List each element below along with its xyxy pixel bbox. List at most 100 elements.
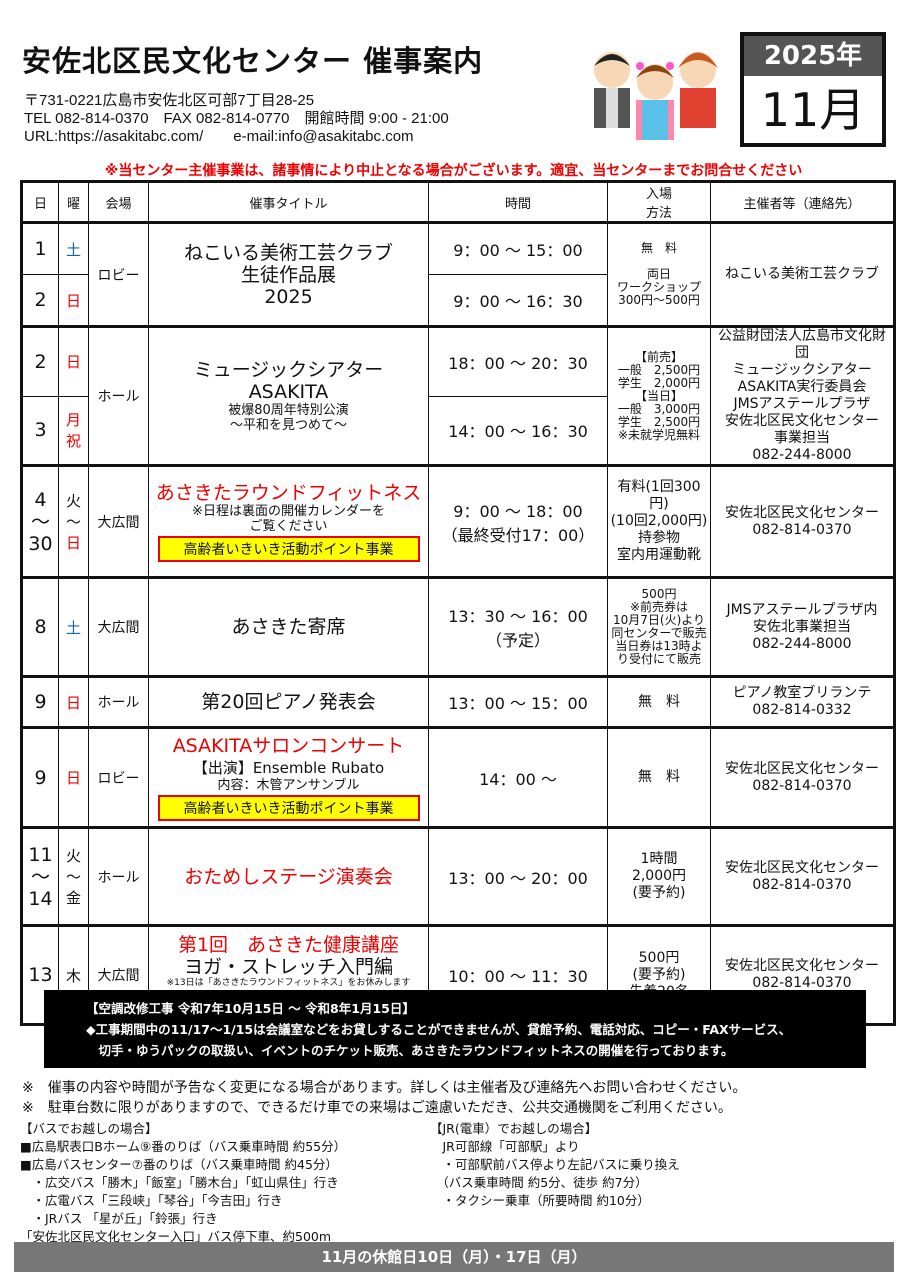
admission-line: ※未就学児無料 <box>617 427 701 442</box>
bus-line: ■広島駅表口Bホーム⑨番のりば（バス乗車時間 約55分） <box>20 1139 347 1154</box>
organizer-cell: 安佐北区民文化センター 082-814-0370 <box>710 826 895 926</box>
event-title-line: ASAKITAサロンコンサート <box>172 734 405 757</box>
event-title-line: ASAKITA <box>248 381 329 403</box>
bus-heading: 【バスでお越しの場合】 <box>20 1121 158 1136</box>
weekday: 土 <box>65 240 81 259</box>
organizer-line: 082-814-0370 <box>752 777 852 794</box>
day: ～ <box>30 510 50 533</box>
table-row: 2 日 9：00 ～ 16：30 <box>21 274 895 327</box>
day-cell: 1 <box>21 221 59 275</box>
column-header-venue: 会場 <box>88 181 149 224</box>
organizer-line: 082-814-0332 <box>752 702 852 718</box>
weekday-cell: 火 ～ 日 <box>58 464 89 578</box>
column-header-day: 日 <box>21 181 59 224</box>
jr-line: ・可部駅前バス停より左記バスに乗り換え <box>430 1157 680 1172</box>
admission-cell: 有料(1回300円) (10回2,000円) 持参物 室内用運動靴 <box>607 464 711 578</box>
admission-line: 無 料 <box>640 241 677 255</box>
event-title-cell: あさきたラウンドフィットネス ※日程は裏面の開催カレンダーを ご覧ください 高齢者いき… <box>148 464 429 578</box>
weekday: 祝 <box>65 432 81 451</box>
organizer-cell: 安佐北区民文化センター 082-814-0370 <box>710 464 895 578</box>
admission-line: ※前売券は <box>629 600 689 614</box>
table-row: 3 月祝 14：00 ～ 16：30 <box>21 395 895 466</box>
closed-days-banner: 11月の休館日10日（月）・17日（月） <box>14 1242 894 1272</box>
column-header-admission: 入場 方法 <box>607 181 711 224</box>
weekday-cell: 日 <box>58 325 89 397</box>
day: 1 <box>34 238 47 260</box>
event-title-line: ※13日は「あさきたラウンドフィットネス」をお休みします <box>166 977 411 988</box>
admission-cell: 1時間 2,000円 (要予約) <box>607 826 711 926</box>
event-title-line: ～平和を見つめて～ <box>229 418 347 433</box>
weekday: 火 <box>65 847 81 865</box>
time-cell: 9：00 ～ 18：00 （最終受付17：00） <box>428 464 608 578</box>
admission-line: (要予約) <box>632 966 686 983</box>
event-title-line: 内容：木管アンサンブル <box>217 777 360 793</box>
jr-line: JR可部線「可部駅」より <box>430 1139 580 1154</box>
time-cell: 18：00 ～ 20：30 <box>428 325 608 397</box>
time-cell: 9：00 ～ 16：30 <box>428 274 608 327</box>
weekday: ～ <box>65 513 81 531</box>
day: 2 <box>34 289 47 311</box>
organizer-line: 082-814-0370 <box>752 521 852 538</box>
admission-line: 室内用運動靴 <box>617 547 701 563</box>
weekday: 日 <box>65 693 81 712</box>
column-header-title: 催事タイトル <box>148 181 429 224</box>
organizer-line: 事業担当 <box>774 430 830 446</box>
time-cell: 14：00 ～ 16：30 <box>428 395 608 466</box>
organizer-line: 安佐北事業担当 <box>753 618 851 635</box>
venue-cell: 大広間 <box>88 576 149 677</box>
admission-line: 両日 <box>646 267 671 281</box>
event-title-cell: あさきた寄席 <box>148 576 429 677</box>
column-header-organizer: 主催者等（連絡先） <box>710 181 895 224</box>
venue-cell: ロビー <box>88 221 149 327</box>
day: 4 <box>34 488 47 511</box>
admission-line: 当日券は13時よ <box>615 639 703 653</box>
construction-heading: 【空調改修工事 令和7年10月15日 ～ 令和8年1月15日】 <box>86 1001 415 1016</box>
organizer-line: JMSアステールプラザ <box>733 396 871 412</box>
bus-line: 「安佐北区民文化センター入口」バス停下車、約500m <box>20 1229 332 1244</box>
event-title-line: 第1回 あさきた健康講座 <box>177 933 400 956</box>
table-row: 11 ～ 14 火～金ホール おためしステージ演奏会 13：00 ～ 20：00 1時間 2,… <box>21 826 895 926</box>
event-title-cell: ミュージックシアター ASAKITA 被爆80周年特別公演 ～平和を見つめて～ <box>148 325 429 466</box>
table-row: 4 ～ 30 火～日大広間 あさきたラウンドフィットネス ※日程は裏面の開催カレンダーをご… <box>21 464 895 578</box>
organizer-line: 082-244-8000 <box>752 447 852 463</box>
activity-point-badge: 高齢者いきいき活動ポイント事業 <box>157 794 420 821</box>
year-month-box: 2025年 11月 <box>740 32 886 147</box>
weekday: 月 <box>65 411 81 430</box>
organizer-line: 安佐北区民文化センター <box>725 760 879 777</box>
admission-line: 500円 <box>641 587 677 601</box>
day: 3 <box>34 419 47 442</box>
weekday: 火 <box>65 492 81 510</box>
organizer-line: 安佐北区民文化センター <box>725 504 879 521</box>
table-row: 2 日ホール ミュージックシアター ASAKITA 被爆80周年特別公演 ～平和を見つめて… <box>21 325 895 466</box>
event-title-line: ※日程は裏面の開催カレンダーを <box>192 503 385 519</box>
weekday-cell: 火 ～ 金 <box>58 826 89 926</box>
notes: ※ 催事の内容や時間が予告なく変更になる場合があります。詳しくは主催者及び連絡先… <box>22 1078 746 1118</box>
construction-line: 切手・ゆうパックの取扱い、イベントのチケット販売、あさきたラウンドフィットネスの… <box>86 1043 734 1058</box>
day: 14 <box>28 887 53 910</box>
table-row: 1 土ロビー ねこいる美術工芸クラブ 生徒作品展 2025 9：00 ～ 15：00 無 料… <box>21 221 895 327</box>
day-cell: 3 <box>21 395 59 466</box>
admission-line: 学生 2,000円 <box>617 375 701 390</box>
event-title-cell: おためしステージ演奏会 <box>148 826 429 926</box>
jr-line: （バス乗車時間 約5分、徒歩 約7分） <box>430 1175 648 1190</box>
organizer-cell: 公益財団法人広島市文化財団 ミュージックシアターASAKITA実行委員会 JMSアス… <box>710 325 895 466</box>
admission-cell: 無 料 <box>607 675 711 728</box>
table-row: 9 日ホール 第20回ピアノ発表会 13：00 ～ 15：00 無 料 ピアノ教室ブリラン… <box>21 675 895 728</box>
day-cell: 4 ～ 30 <box>21 464 59 578</box>
url-email: URL:https://asakitabc.com/ e-mail:info@a… <box>24 128 414 145</box>
organizer-cell: ねこいる美術工芸クラブ <box>710 221 895 327</box>
contact-info: 〒731-0221広島市安佐北区可部7丁目28-25 TEL 082-814-0… <box>24 92 449 146</box>
admission-line: 1時間 <box>640 851 678 867</box>
admission-cell: 500円 ※前売券は 10月7日(火)より 同センターで販売 当日券は13時よ り受付にて… <box>607 576 711 677</box>
event-title-line: あさきた寄席 <box>231 616 346 638</box>
day: 11 <box>28 843 53 866</box>
admission-line: 300円～500円 <box>618 293 700 307</box>
bus-line: ・JRバス 「星が丘」「鈴張」行き <box>20 1211 218 1226</box>
admission-line: 【当日】 <box>634 388 683 403</box>
admission-line: 2,000円 <box>631 868 687 884</box>
weekday: 日 <box>65 534 81 552</box>
admission-line: 無 料 <box>638 769 680 785</box>
address: 〒731-0221広島市安佐北区可部7丁目28-25 <box>24 92 315 109</box>
event-title-line: ねこいる美術工芸クラブ <box>183 241 393 264</box>
organizer-cell: ピアノ教室ブリランテ 082-814-0332 <box>710 675 895 728</box>
